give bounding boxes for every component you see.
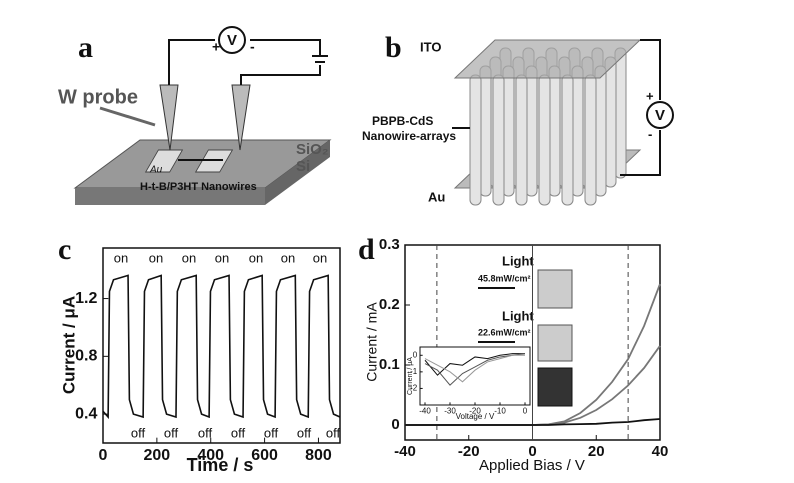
nanowire [571,65,584,197]
x-tick-label: 20 [588,443,605,460]
y-axis-label: Current / mA [364,302,380,382]
x-tick-label: 200 [144,447,171,464]
off-label: off [326,425,341,440]
y-axis-label: Current / μA [59,296,78,394]
off-label: off [264,425,279,440]
plus: + [212,39,220,55]
wires-label: H-t-B/P3HT Nanowires [140,181,257,193]
nanowire [479,65,492,197]
x-axis-label: Voltage / V [456,412,495,421]
on-label: on [313,250,327,265]
sio2-label: SiO₂ [296,141,329,158]
x-axis-label: Time / s [187,455,254,475]
y-tick-label: 0 [413,350,418,359]
y-tick-label: 0 [391,416,399,433]
panel-letter: b [385,31,402,64]
y-axis-label: Current / μA [407,357,414,395]
x-tick-label: 600 [251,447,278,464]
nanowire [614,47,627,179]
device-b [452,39,674,206]
off-label: off [231,425,246,440]
on-label: on [281,250,295,265]
on-label: on [249,250,263,265]
nanowire [561,74,574,206]
x-tick-label: 800 [305,447,332,464]
au-label: Au [149,165,163,176]
nanowire [502,65,515,197]
series-line [424,353,525,376]
series-line [102,274,341,420]
off-label: off [297,425,312,440]
meter-label: V [227,32,237,49]
x-tick-label: 0 [528,443,536,460]
x-tick-label: -40 [419,407,431,416]
legend-label: 22.6mW/cm² [478,327,531,337]
panel-letter: a [78,31,93,64]
panel-letter: d [358,233,375,266]
si-label: Si [296,158,310,175]
y-tick-label: 0.2 [379,296,400,313]
x-tick-label: -20 [458,443,480,460]
nanowire [604,56,617,188]
y-tick-label: 0.4 [75,405,97,422]
nanowire [548,65,561,197]
y-tick-label: -1 [410,367,418,376]
off-label: off [131,425,146,440]
off-label: off [164,425,179,440]
au-label: Au [428,189,445,204]
on-label: on [149,250,163,265]
legend-label: 45.8mW/cm² [478,273,531,283]
ito-label: ITO [420,39,441,54]
nanowire [584,74,597,206]
off-label: off [198,425,213,440]
minus: - [250,39,255,55]
nanowire [538,74,551,206]
x-tick-label: 0 [523,407,528,416]
x-tick-label: 400 [197,447,224,464]
plot-frame [102,247,341,444]
nanowire [515,74,528,206]
on-label: on [114,250,128,265]
nanowire [525,65,538,197]
panel-letter: c [58,233,71,266]
nanowire [594,65,607,197]
x-tick-label: 40 [652,443,669,460]
y-tick-label: 0.3 [379,236,400,253]
device-a [73,26,332,205]
series-line [405,418,661,426]
nanowire [492,74,505,206]
meter-label: V [655,107,665,124]
x-tick-label: -40 [394,443,416,460]
plus: + [646,88,654,103]
series-line [424,353,526,386]
arrays-label: Nanowire-arrays [362,129,456,143]
nanowire [469,74,482,206]
on-label: on [215,250,229,265]
material-label: PBPB-CdS [372,114,433,128]
y-tick-label: -2 [410,384,418,393]
y-tick-label: 0.1 [379,356,400,373]
legend-label: Light [502,253,534,268]
x-tick-label: -30 [444,407,456,416]
series-line [424,354,525,383]
minus: - [648,126,652,141]
probe-label: W probe [58,86,138,108]
on-label: on [182,250,196,265]
y-tick-label: 0.8 [75,348,97,365]
x-tick-label: -10 [494,407,506,416]
x-tick-label: 0 [99,447,108,464]
y-tick-label: 1.2 [75,290,97,307]
x-tick-label: -20 [469,407,481,416]
legend-label: Light [502,308,534,323]
x-axis-label: Applied Bias / V [479,457,585,474]
